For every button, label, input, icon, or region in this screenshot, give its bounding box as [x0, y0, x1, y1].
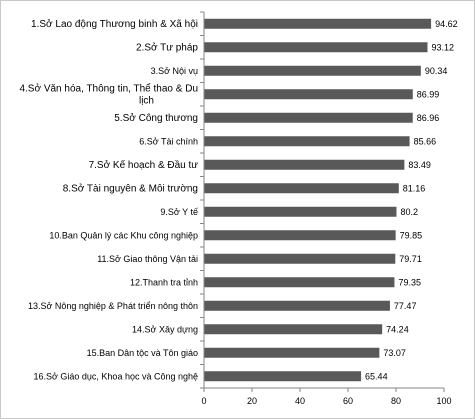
bar [204, 206, 397, 217]
x-tick-label: 60 [343, 396, 353, 406]
value-label: 79.35 [398, 277, 421, 287]
value-label: 73.07 [383, 348, 406, 358]
x-tick-label: 0 [201, 396, 206, 406]
category-label: 4.Sở Văn hóa, Thông tin, Thể thao & Du lị… [19, 82, 198, 106]
category-label: 15.Ban Dân tộc và Tôn giáo [87, 348, 198, 358]
value-label: 93.12 [431, 42, 454, 52]
bar [204, 230, 396, 241]
bar [204, 347, 380, 358]
category-label: 12.Thanh tra tỉnh [130, 277, 198, 287]
x-tick-label: 40 [295, 396, 305, 406]
category-label: 14.Sở Xây dựng [132, 324, 198, 334]
bar [204, 112, 413, 123]
value-label: 79.71 [399, 254, 422, 264]
value-label: 80.2 [400, 207, 418, 217]
value-label: 86.99 [417, 89, 440, 99]
value-label: 94.62 [435, 19, 458, 29]
bar [204, 159, 405, 170]
category-label: 10.Ban Quản lý các Khu công nghiệp [49, 230, 198, 240]
category-label: 16.Sở Giáo dục, Khoa học và Công nghệ [33, 371, 198, 381]
category-label: 3.Sở Nội vụ [151, 66, 198, 76]
bar [204, 136, 410, 147]
bar [204, 277, 395, 288]
category-label: 8.Sở Tài nguyên & Môi trường [63, 182, 198, 194]
bar [204, 65, 421, 76]
value-label: 77.47 [394, 301, 417, 311]
category-label: 13.Sở Nông nghiệp & Phát triển nông thôn [28, 301, 198, 311]
category-label: 9.Sở Y tế [160, 207, 198, 217]
bar [204, 324, 383, 335]
value-label: 65.44 [365, 371, 388, 381]
bar [204, 18, 432, 29]
x-tick-label: 100 [436, 396, 451, 406]
value-label: 74.24 [386, 324, 409, 334]
bar [204, 89, 413, 100]
value-label: 81.16 [403, 183, 426, 193]
category-label: 2.Sở Tư pháp [136, 41, 198, 53]
value-label: 85.66 [414, 136, 437, 146]
value-label: 83.49 [408, 160, 431, 170]
bar [204, 183, 399, 194]
category-label: 6.Sở Tài chính [139, 136, 198, 146]
value-label: 79.85 [400, 230, 423, 240]
category-label: 1.Sở Lao động Thương binh & Xã hội [31, 18, 198, 30]
value-label: 90.34 [425, 66, 448, 76]
category-label: 7.Sở Kế hoạch & Đầu tư [89, 159, 199, 171]
bar [204, 371, 362, 382]
value-label: 86.96 [417, 113, 440, 123]
x-tick-label: 20 [247, 396, 257, 406]
bar [204, 42, 428, 53]
bar [204, 253, 396, 264]
category-label: 5.Sở Công thương [114, 112, 198, 124]
bar [204, 300, 390, 311]
category-label: 11.Sở Giao thông Vận tải [97, 254, 198, 264]
x-tick-label: 80 [391, 396, 401, 406]
